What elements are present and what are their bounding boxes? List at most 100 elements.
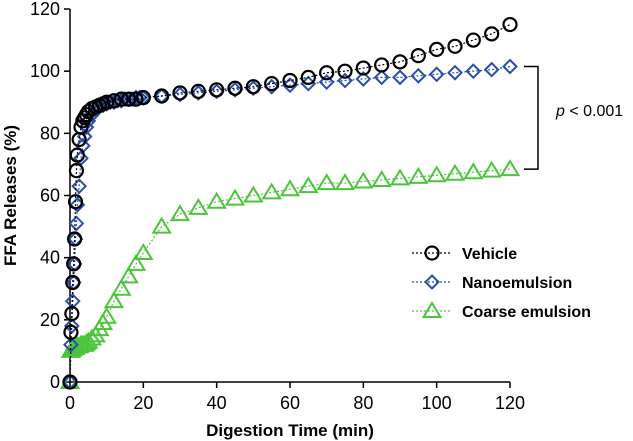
data-point-coarse-emulsion <box>316 173 337 191</box>
data-point-coarse-emulsion <box>334 173 356 191</box>
series-line-coarse-emulsion <box>69 168 511 383</box>
y-ticks: 0 20 40 60 80 100 120 <box>30 0 70 392</box>
data-point-vehicle <box>121 91 137 107</box>
x-ticks: 0 20 40 60 80 100 120 <box>65 382 525 413</box>
data-point-vehicle <box>209 82 225 98</box>
data-point-vehicle <box>99 94 115 110</box>
data-point-nanoemulsion <box>68 215 85 232</box>
data-point-nanoemulsion <box>355 71 372 87</box>
data-point-nanoemulsion <box>318 74 335 90</box>
legend-label-coarse-emulsion: Coarse emulsion <box>462 304 591 321</box>
data-point-nanoemulsion <box>263 78 280 95</box>
legend-item-vehicle: Vehicle <box>412 245 517 263</box>
legend-label-nanoemulsion: Nanoemulsion <box>462 275 572 292</box>
legend: Vehicle Nanoemulsion Coarse emulsion <box>412 245 591 321</box>
data-point-vehicle <box>190 83 206 99</box>
data-point-vehicle <box>282 72 298 89</box>
data-point-vehicle <box>68 163 85 179</box>
data-point-coarse-emulsion <box>103 291 125 309</box>
legend-marker-coarse-emulsion <box>421 301 443 318</box>
data-point-nanoemulsion <box>465 63 482 80</box>
data-point-coarse-emulsion <box>408 166 429 184</box>
data-point-nanoemulsion <box>172 86 188 103</box>
data-point-vehicle <box>355 60 371 76</box>
data-point-nanoemulsion <box>373 69 390 86</box>
data-point-coarse-emulsion <box>444 163 466 181</box>
data-point-coarse-emulsion <box>279 179 301 197</box>
data-point-nanoemulsion <box>392 69 408 86</box>
data-point-vehicle <box>300 69 316 85</box>
data-point-vehicle <box>410 48 426 64</box>
data-point-coarse-emulsion <box>224 188 246 206</box>
data-point-vehicle <box>154 88 170 104</box>
y-axis: 0 20 40 60 80 100 120 FFA Releases (%) <box>1 0 71 392</box>
data-point-vehicle <box>172 85 188 101</box>
data-point-nanoemulsion <box>483 61 500 78</box>
y-axis-title: FFA Releases (%) <box>1 125 20 266</box>
data-point-vehicle <box>429 41 445 58</box>
y-tick-label: 20 <box>40 310 60 330</box>
data-point-vehicle <box>502 16 518 33</box>
x-tick-label: 120 <box>495 393 525 413</box>
data-point-coarse-emulsion <box>96 306 117 324</box>
data-point-vehicle <box>65 274 81 291</box>
legend-marker-vehicle <box>424 245 440 261</box>
series-vehicle <box>62 16 518 390</box>
x-tick-label: 80 <box>353 393 373 413</box>
data-point-coarse-emulsion <box>389 168 411 186</box>
data-point-nanoemulsion <box>502 58 518 75</box>
x-tick-label: 60 <box>280 393 300 413</box>
legend-item-coarse-emulsion: Coarse emulsion <box>412 301 591 321</box>
data-point-coarse-emulsion <box>125 253 147 271</box>
data-point-coarse-emulsion <box>206 191 227 209</box>
data-point-vehicle <box>106 93 122 109</box>
y-tick-label: 80 <box>40 123 60 143</box>
data-point-nanoemulsion <box>63 318 80 334</box>
data-point-nanoemulsion <box>447 64 463 81</box>
data-point-coarse-emulsion <box>353 171 374 189</box>
legend-item-nanoemulsion: Nanoemulsion <box>412 274 572 292</box>
y-tick-label: 0 <box>50 372 60 392</box>
data-point-nanoemulsion <box>337 72 353 89</box>
data-point-vehicle <box>319 65 335 81</box>
data-point-vehicle <box>374 57 390 73</box>
data-point-nanoemulsion <box>227 81 243 98</box>
data-point-vehicle <box>128 91 144 107</box>
y-tick-label: 60 <box>40 186 60 206</box>
data-point-coarse-emulsion <box>499 159 521 177</box>
data-point-vehicle <box>447 38 463 54</box>
data-point-vehicle <box>66 256 82 272</box>
data-point-nanoemulsion <box>190 85 207 101</box>
series-line-nanoemulsion <box>69 65 511 383</box>
data-point-vehicle <box>63 324 79 340</box>
x-axis: 0 20 40 60 80 100 120 Digestion Time (min) <box>65 381 525 440</box>
data-point-vehicle <box>73 119 89 135</box>
data-point-vehicle <box>66 231 83 247</box>
data-point-vehicle <box>337 63 353 79</box>
data-point-coarse-emulsion <box>243 185 264 203</box>
data-point-vehicle <box>227 80 243 96</box>
series-nanoemulsion <box>62 58 518 390</box>
data-point-vehicle <box>67 194 84 210</box>
data-point-coarse-emulsion <box>463 162 484 180</box>
data-point-coarse-emulsion <box>481 160 502 178</box>
x-tick-label: 0 <box>65 393 75 413</box>
data-point-coarse-emulsion <box>426 165 447 183</box>
p-value-label: p < 0.001 <box>555 103 623 120</box>
data-point-coarse-emulsion <box>261 182 282 200</box>
p-value-italic: p <box>555 103 565 120</box>
data-point-vehicle <box>113 91 129 107</box>
data-point-nanoemulsion <box>63 336 79 353</box>
x-tick-label: 40 <box>207 393 227 413</box>
data-point-coarse-emulsion <box>118 266 139 284</box>
data-point-coarse-emulsion <box>111 278 132 296</box>
data-point-vehicle <box>484 26 500 42</box>
data-point-coarse-emulsion <box>371 170 392 187</box>
series-coarse-emulsion <box>59 159 521 389</box>
x-axis-title: Digestion Time (min) <box>206 421 374 440</box>
x-tick-label: 20 <box>133 393 153 413</box>
data-point-vehicle <box>245 79 261 95</box>
significance-annotation: p < 0.001 <box>524 65 623 170</box>
data-point-nanoemulsion <box>410 67 427 84</box>
